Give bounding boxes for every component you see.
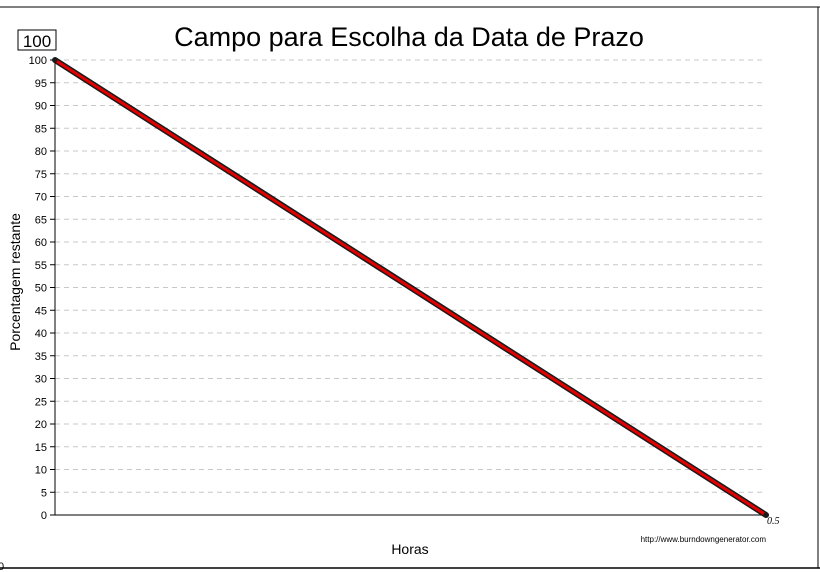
y-tick-label: 15 (35, 442, 47, 454)
y-tick-label: 70 (35, 192, 47, 204)
chart-title: Campo para Escolha da Data de Prazo (174, 22, 644, 52)
y-tick-label: 5 (41, 487, 47, 499)
y-tick-label: 50 (35, 283, 47, 295)
y-tick-label: 10 (35, 465, 47, 477)
y-tick-label: 35 (35, 351, 47, 363)
start-value-box (17, 29, 57, 51)
series-line (53, 58, 768, 517)
y-tick-label: 75 (35, 169, 47, 181)
x-axis-label: Horas (391, 541, 428, 557)
credit-link[interactable]: http://www.burndowngenerator.com (641, 535, 767, 544)
data-point (763, 512, 769, 518)
data-point (52, 57, 58, 63)
y-tick-label: 20 (35, 419, 47, 431)
series-layer (52, 57, 769, 518)
y-tick-label: 90 (35, 101, 47, 113)
y-tick-label: 80 (35, 146, 47, 158)
y-tick-label: 40 (35, 328, 47, 340)
y-tick-label: 45 (35, 305, 47, 317)
corner-label: 0 (0, 561, 4, 572)
y-tick-label: 25 (35, 396, 47, 408)
y-tick-labels: 0 5 10 15 20 25 30 35 40 45 50 55 60 65 70 75 80 85 90 95 10… (29, 55, 47, 522)
y-tick-label: 100 (29, 55, 47, 67)
axis-layer (50, 59, 766, 516)
y-axis-label: Porcentagem restante (7, 213, 23, 351)
y-tick-label: 55 (35, 260, 47, 272)
y-tick-label: 65 (35, 214, 47, 226)
y-tick-label: 95 (35, 78, 47, 90)
y-tick-label: 60 (35, 237, 47, 249)
y-tick-label: 30 (35, 374, 47, 386)
start-value-label: 100 (23, 32, 51, 51)
y-tick-label: 85 (35, 123, 47, 135)
end-value-label: 0.5 (767, 516, 780, 527)
y-tick-label: 0 (41, 510, 47, 522)
